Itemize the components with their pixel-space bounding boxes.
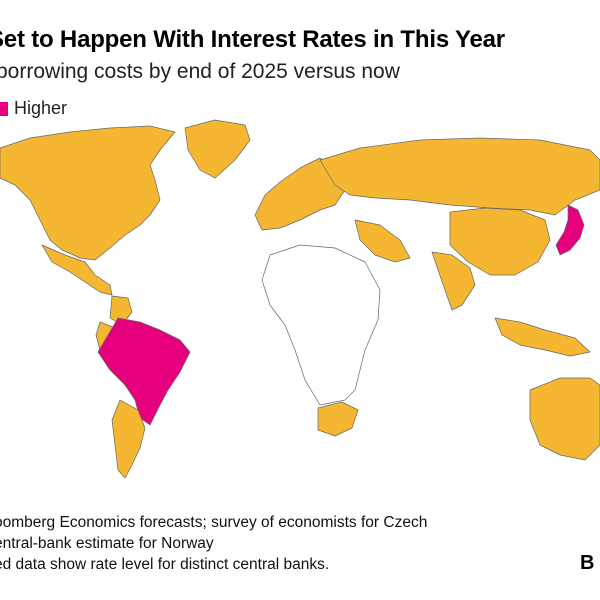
- region-brazil: [97, 317, 191, 426]
- legend-swatch-higher: [0, 101, 8, 116]
- footnotes: oomberg Economics forecasts; survey of e…: [0, 512, 584, 575]
- bloomberg-logo: B: [580, 552, 595, 574]
- region-north-america: [0, 125, 176, 261]
- chart-subtitle: borrowing costs by end of 2025 versus no…: [0, 60, 400, 83]
- region-russia: [319, 137, 600, 216]
- region-india: [431, 251, 476, 311]
- footnote-line-1: oomberg Economics forecasts; survey of e…: [0, 514, 428, 531]
- region-japan: [555, 204, 585, 256]
- footnote-line-3: ed data show rate level for distinct cen…: [0, 556, 330, 573]
- region-mexico: [41, 244, 113, 296]
- region-argentina: [111, 399, 146, 478]
- legend-label-higher: Higher: [14, 98, 68, 118]
- region-southeast-asia: [494, 317, 591, 357]
- legend: Higher: [0, 98, 67, 119]
- region-colombia: [109, 295, 133, 326]
- region-china: [449, 207, 551, 276]
- region-middle-east: [354, 219, 411, 263]
- world-map: [0, 119, 600, 478]
- region-africa: [261, 244, 381, 406]
- footnote-line-2: entral-bank estimate for Norway: [0, 535, 214, 552]
- chart-title: Set to Happen With Interest Rates in Thi…: [0, 26, 505, 53]
- region-south-africa: [317, 401, 359, 437]
- region-greenland: [184, 119, 251, 179]
- region-australia: [529, 377, 600, 461]
